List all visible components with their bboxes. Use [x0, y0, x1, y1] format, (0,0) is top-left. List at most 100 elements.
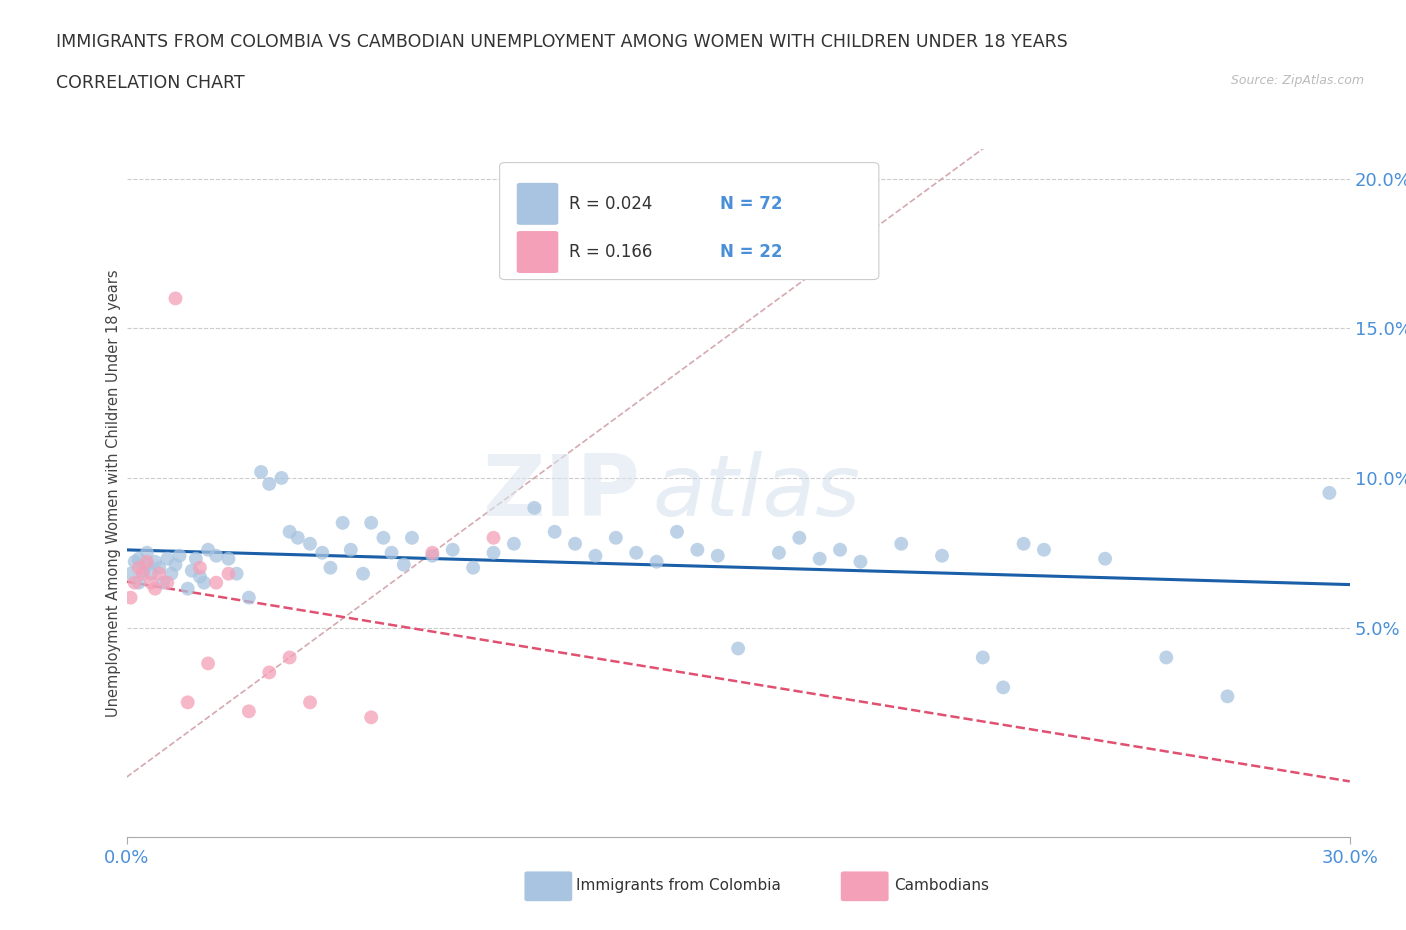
Point [128, 551, 150, 566]
Point [135, 554, 157, 569]
Point [373, 530, 395, 545]
Point [1319, 485, 1341, 500]
Point [188, 560, 211, 575]
Point [463, 560, 485, 575]
Point [120, 566, 142, 581]
Point [205, 576, 228, 591]
Point [259, 665, 281, 680]
Point [143, 554, 166, 569]
Point [727, 641, 749, 656]
Point [152, 576, 174, 591]
Text: atlas: atlas [652, 451, 860, 535]
Point [707, 549, 730, 564]
Point [165, 557, 187, 572]
Point [849, 554, 872, 569]
Point [830, 542, 852, 557]
Point [482, 545, 505, 560]
Point [180, 564, 202, 578]
Point [482, 530, 505, 545]
Text: R = 0.024: R = 0.024 [569, 195, 652, 213]
Point [193, 576, 215, 591]
Point [188, 569, 211, 584]
Point [1094, 551, 1116, 566]
Point [401, 530, 423, 545]
Point [422, 545, 444, 560]
Point [543, 525, 565, 539]
Text: Immigrants from Colombia: Immigrants from Colombia [576, 878, 782, 893]
Point [135, 557, 157, 572]
Point [238, 591, 260, 605]
Point [225, 566, 247, 581]
Point [1033, 542, 1056, 557]
Point [1012, 537, 1035, 551]
Point [626, 545, 648, 560]
Point [332, 515, 354, 530]
Point [270, 471, 292, 485]
Point [184, 551, 207, 566]
Point [605, 530, 627, 545]
Point [319, 560, 342, 575]
Point [972, 650, 994, 665]
Point [299, 537, 322, 551]
Point [380, 545, 404, 560]
Point [148, 560, 170, 575]
Point [993, 680, 1015, 695]
Point [564, 537, 586, 551]
Point [645, 554, 668, 569]
Point [287, 530, 309, 545]
Point [360, 710, 382, 724]
Point [156, 551, 179, 566]
Point [1216, 689, 1239, 704]
Point [143, 581, 166, 596]
Point [139, 566, 162, 581]
Point [218, 566, 240, 581]
Point [931, 549, 953, 564]
Point [148, 566, 170, 581]
Point [1156, 650, 1178, 665]
Point [422, 549, 444, 564]
FancyBboxPatch shape [499, 163, 879, 280]
Point [278, 650, 301, 665]
Text: N = 22: N = 22 [720, 243, 782, 261]
Point [686, 542, 709, 557]
Point [139, 576, 162, 591]
Point [124, 554, 146, 569]
Point [177, 581, 200, 596]
Point [585, 549, 607, 564]
Text: CORRELATION CHART: CORRELATION CHART [56, 74, 245, 92]
Point [128, 576, 150, 591]
Text: R = 0.166: R = 0.166 [569, 243, 652, 261]
Point [259, 476, 281, 491]
Point [311, 545, 333, 560]
Point [278, 525, 301, 539]
FancyBboxPatch shape [517, 231, 558, 273]
Point [165, 291, 187, 306]
Point [128, 560, 150, 575]
Point [392, 557, 415, 572]
Point [160, 566, 183, 581]
Text: Source: ZipAtlas.com: Source: ZipAtlas.com [1230, 74, 1364, 87]
Point [156, 576, 179, 591]
Point [768, 545, 790, 560]
Point [523, 500, 546, 515]
Point [205, 549, 228, 564]
Point [789, 530, 811, 545]
Point [360, 515, 382, 530]
Point [132, 564, 155, 578]
Point [441, 542, 464, 557]
Text: IMMIGRANTS FROM COLOMBIA VS CAMBODIAN UNEMPLOYMENT AMONG WOMEN WITH CHILDREN UND: IMMIGRANTS FROM COLOMBIA VS CAMBODIAN UN… [56, 33, 1069, 50]
Point [890, 537, 912, 551]
Point [340, 542, 363, 557]
Text: Cambodians: Cambodians [894, 878, 990, 893]
Point [132, 566, 155, 581]
Point [120, 591, 142, 605]
Point [177, 695, 200, 710]
Point [808, 551, 831, 566]
Point [218, 551, 240, 566]
Text: N = 72: N = 72 [720, 195, 782, 213]
FancyBboxPatch shape [517, 183, 558, 225]
Point [666, 525, 689, 539]
Point [169, 549, 191, 564]
Text: ZIP: ZIP [482, 451, 640, 535]
Point [197, 656, 219, 671]
